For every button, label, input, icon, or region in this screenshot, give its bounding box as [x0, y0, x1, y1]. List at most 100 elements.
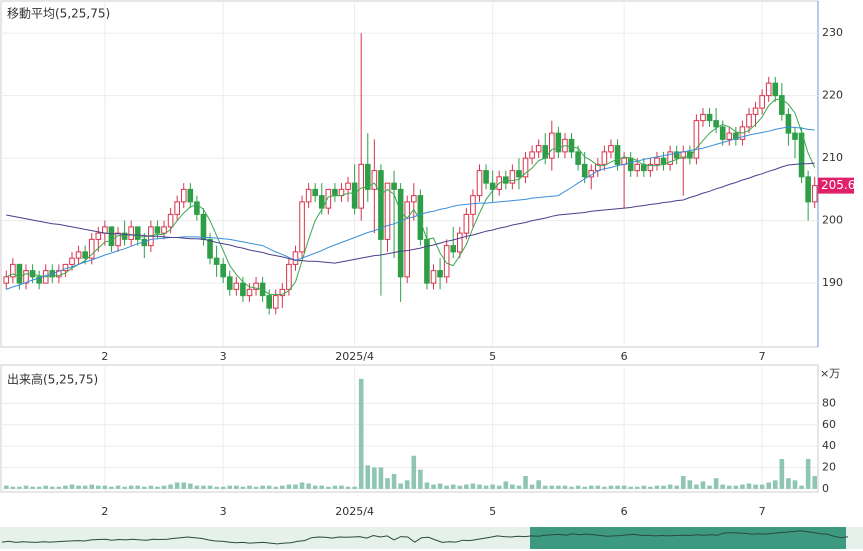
volume-bar	[43, 485, 49, 489]
volume-bar	[56, 486, 62, 489]
candle-body	[759, 95, 765, 109]
candle-body	[719, 126, 726, 140]
volume-tick-label: 60	[822, 418, 836, 431]
candle-body	[535, 145, 542, 153]
candle-body	[654, 157, 660, 165]
volume-bar	[496, 485, 502, 489]
volume-bar	[332, 485, 338, 489]
candle-body	[292, 251, 299, 265]
volume-bar	[306, 483, 311, 489]
candle-body	[641, 163, 647, 172]
candle-body	[220, 263, 226, 278]
candle-body	[95, 232, 102, 240]
volume-bar	[753, 484, 758, 489]
volume-bar	[437, 483, 443, 489]
volume-bar	[470, 483, 476, 489]
volume-bar	[372, 467, 377, 489]
volume-bar	[608, 485, 614, 489]
volume-bar	[740, 484, 745, 489]
candle-body	[798, 132, 805, 178]
candle-body	[614, 145, 621, 165]
volume-bar	[293, 484, 298, 489]
candle-body	[443, 245, 450, 278]
volume-bar	[122, 486, 127, 489]
candle-body	[503, 176, 509, 184]
volume-bar	[700, 481, 706, 489]
candle-body	[305, 188, 312, 203]
candle-body	[318, 195, 325, 209]
candle-body	[693, 120, 700, 159]
volume-bar	[326, 486, 331, 489]
volume-bar	[96, 485, 101, 489]
candle-body	[456, 232, 463, 253]
candle-body	[213, 257, 220, 265]
last-price-badge	[818, 177, 854, 194]
candle-body	[161, 226, 167, 234]
chart-title: 移動平均(5,25,75)	[7, 7, 110, 21]
volume-panel	[0, 364, 819, 493]
volume-bar	[174, 482, 180, 489]
volume-title: 出来高(5,25,75)	[7, 372, 98, 387]
candle-body	[167, 213, 174, 228]
candle-body	[575, 151, 581, 165]
volume-bar	[201, 485, 206, 489]
volume-bar	[746, 483, 752, 489]
volume-bar	[161, 485, 167, 489]
volume-bar	[582, 486, 587, 489]
volume-bar	[602, 486, 607, 489]
candle-body	[23, 270, 29, 284]
volume-bar	[63, 485, 68, 489]
volume-bar	[759, 484, 765, 489]
volume-bar	[69, 484, 75, 489]
volume-bar	[687, 480, 693, 489]
candle-body	[430, 270, 437, 284]
volume-bar	[431, 484, 436, 489]
x-tick-label: 6	[621, 350, 628, 363]
volume-bar	[569, 486, 574, 489]
candle-body	[746, 113, 752, 128]
candle-body	[516, 170, 522, 178]
candle-body	[700, 113, 706, 122]
volume-bar	[490, 484, 495, 489]
candle-body	[194, 201, 200, 215]
candle-body	[272, 295, 279, 309]
y-tick-label: 190	[822, 276, 843, 289]
candle-body	[450, 245, 457, 253]
volume-bar	[503, 481, 509, 489]
candle-body	[10, 263, 16, 278]
candle-body	[69, 257, 75, 265]
candle-body	[785, 113, 792, 134]
candle-body	[627, 157, 634, 172]
candle-body	[470, 195, 476, 215]
candle-body	[522, 157, 529, 178]
moving-average-line	[6, 126, 815, 290]
volume-bar	[339, 485, 344, 489]
volume-bar	[772, 480, 778, 489]
candle-body	[226, 276, 233, 290]
candle-body	[726, 132, 733, 140]
volume-bar	[766, 482, 772, 489]
volume-bar	[194, 485, 200, 489]
volume-bar	[128, 485, 134, 489]
volume-bar	[641, 485, 647, 489]
volume-bar	[234, 485, 239, 489]
moving-average-line	[6, 162, 815, 264]
volume-bar	[792, 480, 798, 489]
x-tick-label: 6	[621, 505, 628, 518]
volume-bar	[266, 485, 272, 489]
volume-bar	[562, 485, 568, 489]
candle-body	[673, 151, 680, 159]
volume-bar	[10, 486, 16, 489]
candle-body	[608, 145, 614, 153]
candle-body	[56, 270, 62, 278]
candle-body	[811, 185, 818, 203]
volume-bar	[628, 486, 633, 489]
candle-body	[174, 201, 180, 215]
volume-bar	[674, 485, 679, 489]
volume-bar	[667, 484, 673, 489]
candle-body	[200, 213, 207, 240]
candle-body	[246, 288, 253, 297]
candle-body	[154, 226, 161, 234]
volume-bar	[680, 476, 686, 489]
navigator-window[interactable]	[530, 527, 846, 549]
